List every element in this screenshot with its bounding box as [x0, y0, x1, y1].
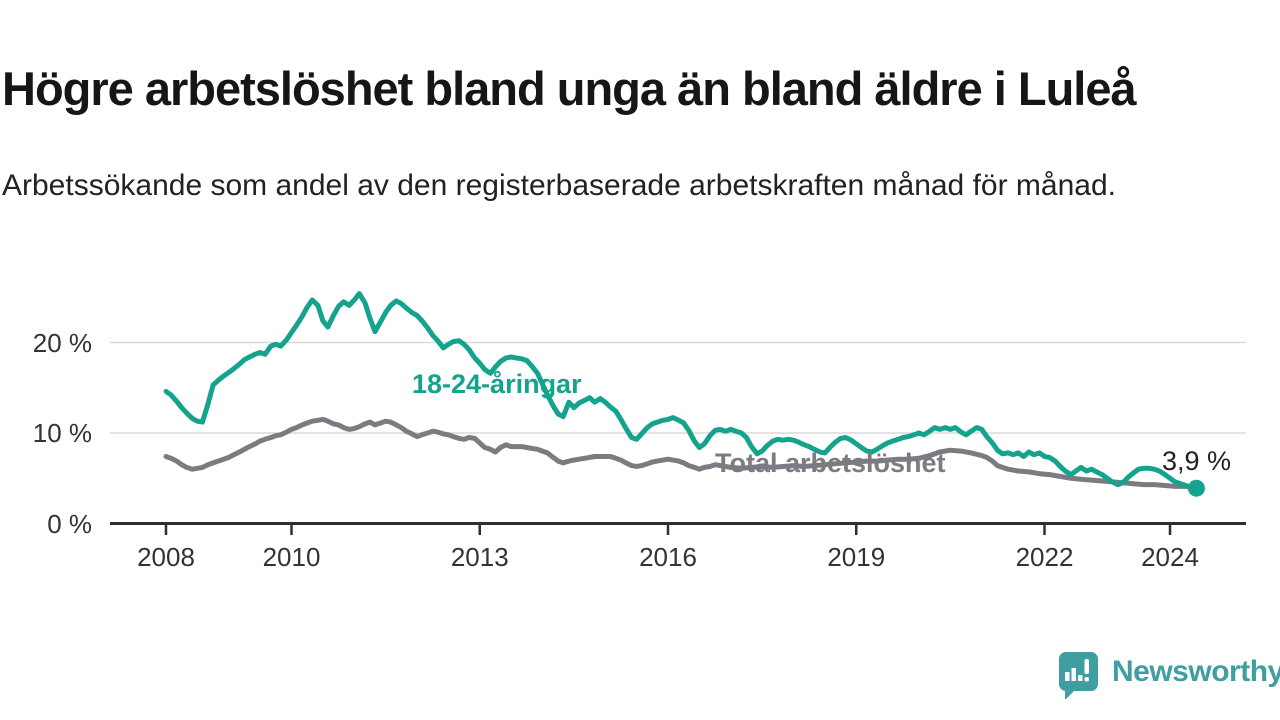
newsworthy-logo-icon [1059, 652, 1098, 699]
end-value-label: 3,9 % [1162, 446, 1232, 476]
page-title: Högre arbetslöshet bland unga än bland ä… [2, 62, 1137, 116]
x-axis-label-2010: 2010 [262, 542, 321, 572]
x-axis-label-2016: 2016 [639, 542, 697, 572]
series-layer [163, 291, 1205, 497]
y-axis-label-0: 0 % [47, 509, 92, 539]
series-label-total: Total arbetslöshet [715, 448, 946, 478]
x-axis-label-2024: 2024 [1141, 542, 1199, 572]
chart-subtitle: Arbetssökande som andel av den registerb… [2, 169, 1116, 202]
x-axis-ticks [164, 525, 1172, 535]
latest-value-dot [1187, 479, 1205, 497]
x-axis-label-2008: 2008 [137, 542, 195, 572]
bar-chart-glyph [1065, 659, 1089, 682]
newsworthy-logo-text: Newsworthy [1112, 655, 1280, 688]
x-axis-label-2022: 2022 [1015, 542, 1074, 572]
y-axis-label-20: 20 % [32, 328, 92, 358]
x-axis-label-2013: 2013 [450, 542, 509, 572]
newsworthy-logo: Newsworthy [1052, 645, 1280, 699]
series-line-18-24-ringar [163, 291, 1199, 491]
gridlines [110, 341, 1246, 434]
y-axis-label-10: 10 % [32, 418, 92, 448]
x-axis-label-2019: 2019 [827, 542, 886, 572]
series-label-18-24: 18-24-åringar [412, 369, 582, 399]
series-line-total-arbetsl-shet [163, 416, 1199, 490]
